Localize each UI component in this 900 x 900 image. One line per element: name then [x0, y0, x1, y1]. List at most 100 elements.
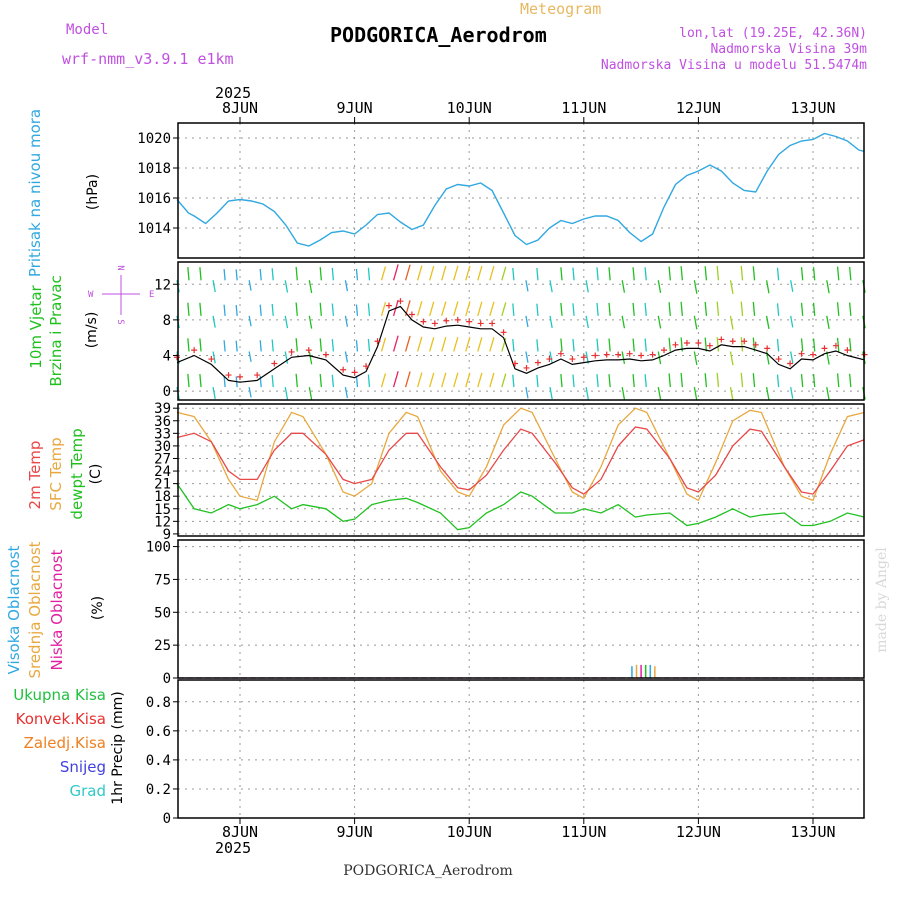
wind-barb — [776, 267, 780, 281]
wind-barb — [812, 267, 816, 281]
y-tick-label: 33 — [154, 426, 171, 442]
wind-barb — [693, 315, 698, 330]
wind-barb — [752, 373, 756, 388]
wind-barb — [536, 339, 539, 352]
wind-barb — [295, 266, 298, 281]
wind-barb — [199, 267, 202, 281]
wind-speed-line — [176, 305, 865, 383]
gust-marker — [557, 350, 564, 357]
wind-barb — [477, 301, 483, 317]
y-tick-label: 0 — [163, 671, 171, 687]
pressure-line — [176, 132, 865, 247]
top-day-label: 10JUN — [447, 99, 492, 117]
wind-barb — [308, 386, 313, 400]
wind-barb — [187, 373, 190, 388]
wind-barb — [549, 351, 553, 364]
y-tick-label: 0.4 — [146, 753, 171, 769]
wind-barb — [489, 337, 495, 352]
wind-barb — [453, 372, 459, 388]
gust-marker — [225, 372, 232, 379]
gust-marker — [546, 356, 553, 363]
gust-marker — [580, 354, 587, 361]
wind-barb — [331, 267, 335, 281]
bottom-day-label: 11JUN — [561, 823, 606, 841]
wind-barb — [776, 303, 780, 316]
bottom-day-label: 9JUN — [337, 823, 373, 841]
panel-frame — [177, 539, 865, 679]
panel-grids — [178, 123, 864, 819]
wind-barb — [404, 264, 411, 281]
wind-barb — [319, 373, 323, 388]
gust-marker — [787, 360, 794, 367]
wind-barb — [560, 338, 563, 352]
wind-barb — [380, 266, 387, 281]
wind-barb — [632, 338, 635, 352]
wind-barb — [596, 267, 599, 281]
wind-barb — [344, 386, 349, 399]
wind-barb — [740, 301, 744, 316]
precip-legend-item: Snijeg — [60, 758, 106, 776]
wind-barb — [729, 315, 734, 330]
wind-barb — [657, 386, 662, 400]
wind-barb — [308, 280, 313, 294]
footer-station: PODGORICA_Aerodrom — [343, 863, 513, 879]
cloud-unit: (%) — [90, 596, 106, 620]
wind-barb — [596, 338, 599, 352]
wind-barb — [212, 280, 216, 293]
wind-barb — [740, 372, 744, 388]
wind-barb — [271, 268, 274, 281]
gust-marker — [397, 298, 404, 305]
bottom-day-labels: 8JUN 9JUN 10JUN 11JUN 12JUN 13JUN — [222, 818, 836, 841]
wind-barb — [501, 302, 507, 317]
pressure-unit: (hPa) — [85, 174, 101, 210]
gust-marker — [288, 348, 295, 355]
wind-barb — [812, 338, 816, 352]
wind-barb — [765, 315, 770, 329]
gust-marker — [208, 356, 215, 363]
wind-barb — [525, 351, 529, 363]
gust-marker — [718, 336, 725, 343]
wind-barb — [284, 386, 289, 400]
precip-ylabel: 1hr Precip (mm) — [110, 691, 126, 804]
y-tick-label: 0 — [163, 384, 171, 400]
wind-barb — [848, 373, 852, 388]
wind-barb — [284, 315, 289, 329]
y-tick-label: 8 — [163, 313, 171, 329]
wind-barb — [489, 265, 495, 281]
wind-barb — [441, 301, 447, 317]
wind-barb — [429, 265, 435, 281]
temp-unit: (C) — [88, 464, 104, 485]
wind-barb — [417, 372, 423, 388]
wind-barb — [560, 302, 563, 316]
temp-ylabel-1: 2m Temp — [26, 441, 44, 510]
gust-marker — [729, 338, 736, 345]
wind-barb — [235, 305, 238, 316]
gust-marker — [408, 311, 415, 318]
wind-barb — [848, 266, 852, 281]
wind-barb — [836, 373, 840, 388]
y-tick-label: 1018 — [137, 161, 171, 177]
gust-marker — [741, 338, 748, 345]
gust-marker — [254, 372, 261, 379]
top-day-label: 12JUN — [676, 99, 721, 117]
cloud-ylabel-3: Niska Oblacnost — [48, 549, 66, 670]
wind-barb — [453, 265, 459, 281]
wind-barb — [790, 315, 794, 328]
wind-barb — [644, 302, 647, 316]
wind-barb — [585, 386, 589, 400]
wind-barb — [319, 267, 323, 281]
gust-marker — [832, 342, 839, 349]
wind-barb — [380, 302, 387, 317]
wind-barb — [367, 267, 371, 281]
wind-barb — [308, 351, 313, 365]
top-day-labels: 8JUN 9JUN 10JUN 11JUN 12JUN 13JUN — [222, 99, 836, 123]
wind-barb — [800, 374, 804, 388]
wind-barb — [560, 267, 563, 281]
wind-barb — [344, 351, 349, 363]
wind-barb — [536, 268, 539, 281]
precip-legend: Ukupna Kisa Konvek.Kisa Zaledj.Kisa Snijeg G… — [13, 686, 106, 800]
wind-barb — [693, 280, 698, 294]
wind-barb — [740, 337, 744, 352]
y-tick-label: 1020 — [137, 131, 171, 147]
gust-marker — [706, 342, 713, 349]
